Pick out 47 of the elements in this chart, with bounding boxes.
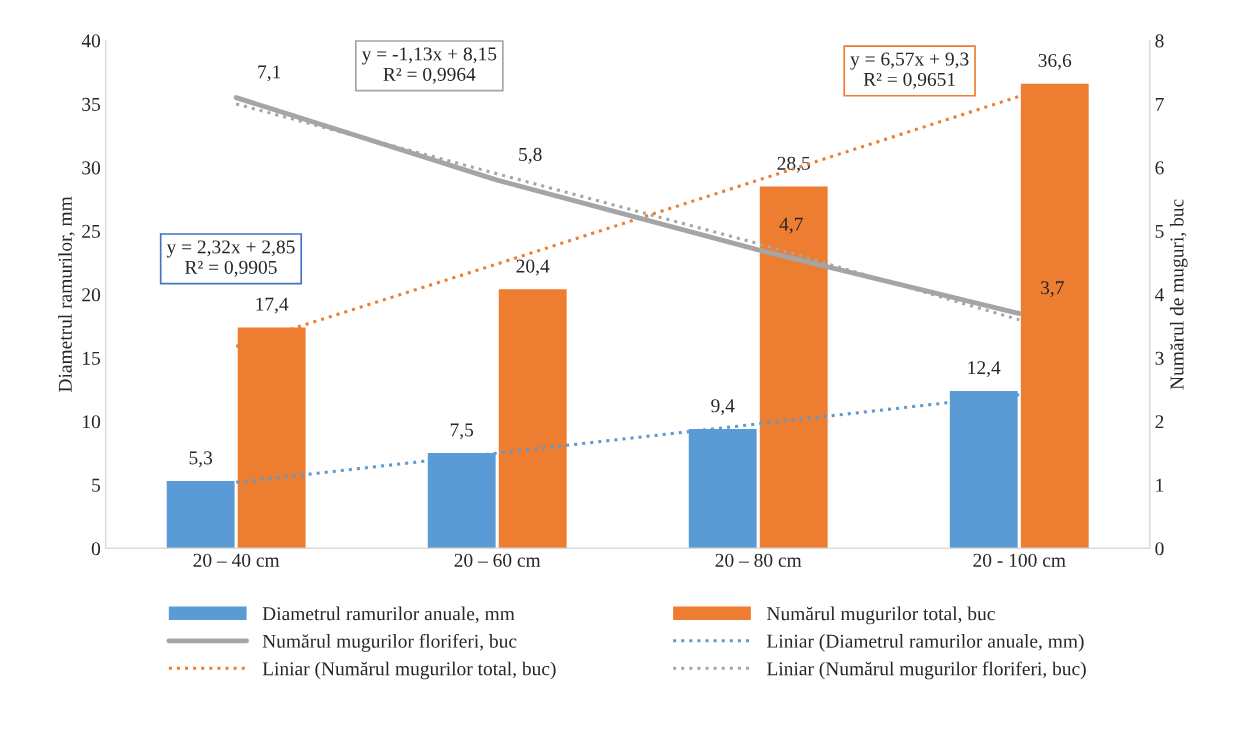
y-tick-label: 0 bbox=[91, 542, 101, 556]
y-tick-label: 25 bbox=[82, 224, 101, 238]
bar bbox=[1020, 83, 1089, 549]
legend-label: Liniar (Diametrul ramurilor anuale, mm) bbox=[766, 634, 1084, 652]
data-label: 5,3 bbox=[189, 451, 213, 468]
y-tick-label: 30 bbox=[82, 161, 101, 175]
data-label: 4,7 bbox=[779, 217, 803, 234]
y-axis-title: Diametrul ramurilor, mm bbox=[58, 196, 75, 392]
y2-tick-label: 3 bbox=[1155, 351, 1164, 365]
bar bbox=[759, 186, 828, 549]
y2-tick-label: 7 bbox=[1155, 97, 1164, 111]
legend-label: Liniar (Numărul mugurilor total, buc) bbox=[262, 661, 556, 680]
annotation: y = 2,32x + 2,85 R² = 0,9905 bbox=[166, 240, 295, 277]
data-label: 36,6 bbox=[1038, 53, 1072, 70]
bar bbox=[498, 289, 567, 549]
legend-label: Numărul mugurilor floriferi, buc bbox=[262, 633, 517, 652]
y2-tick-label: 6 bbox=[1155, 161, 1164, 175]
x-tick-label: 20 – 40 cm bbox=[193, 553, 280, 567]
y2-tick-label: 0 bbox=[1155, 542, 1164, 556]
annotation: y = 6,57x + 9,3 R² = 0,9651 bbox=[850, 52, 969, 89]
data-label: 9,4 bbox=[711, 399, 735, 416]
y2-tick-label: 5 bbox=[1155, 224, 1164, 238]
data-label: 12,4 bbox=[968, 361, 1001, 378]
y2-tick-label: 2 bbox=[1155, 415, 1164, 429]
annotation: y = -1,13x + 8,15 R² = 0,9964 bbox=[361, 47, 497, 84]
data-label: 5,8 bbox=[519, 147, 542, 164]
y2-tick-label: 8 bbox=[1155, 34, 1164, 48]
y-tick-label: 10 bbox=[83, 415, 101, 429]
legend-label: Numărul mugurilor total, buc bbox=[766, 606, 995, 625]
y-tick-label: 40 bbox=[81, 34, 101, 48]
x-tick-label: 20 – 60 cm bbox=[454, 553, 541, 567]
y2-axis-title: Numărul de muguri, buc bbox=[1169, 199, 1188, 390]
data-label: 7,1 bbox=[258, 65, 281, 82]
y-tick-label: 35 bbox=[82, 97, 101, 111]
x-tick-label: 20 - 100 cm bbox=[973, 553, 1066, 567]
x-tick-label: 20 – 80 cm bbox=[715, 553, 802, 567]
y-tick-label: 15 bbox=[83, 351, 101, 365]
data-label: 7,5 bbox=[450, 423, 474, 440]
data-label: 3,7 bbox=[1041, 281, 1064, 298]
y-tick-label: 20 bbox=[82, 288, 101, 302]
data-label: 20,4 bbox=[516, 259, 550, 276]
y2-tick-label: 1 bbox=[1156, 478, 1164, 492]
legend-label: Diametrul ramurilor anuale, mm bbox=[262, 606, 515, 624]
y-tick-label: 5 bbox=[92, 478, 101, 492]
data-label: 17,4 bbox=[256, 297, 289, 314]
y2-tick-label: 4 bbox=[1155, 288, 1165, 302]
legend-label: Liniar (Numărul mugurilor floriferi, buc) bbox=[766, 661, 1086, 680]
